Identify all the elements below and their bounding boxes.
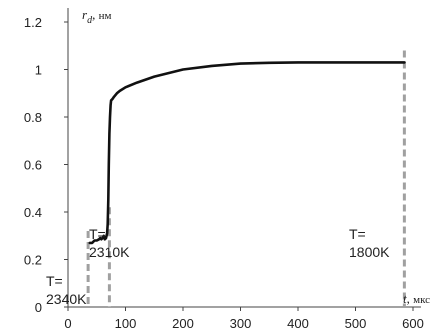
marker-lines	[86, 50, 406, 307]
y-tick-label: 0.4	[24, 205, 42, 220]
temperature-label-prefix: T=	[89, 226, 106, 242]
series	[88, 61, 406, 245]
y-tick-label: 0	[35, 300, 42, 315]
y-axis-unit: нм	[99, 10, 112, 22]
x-tick-label: 400	[287, 316, 309, 331]
y-tick-label: 0.8	[24, 110, 42, 125]
series-line	[88, 61, 406, 245]
x-axis-symbol: t	[403, 291, 407, 306]
labels: 0 100 200 300 400 500 600 0 0.2 0.4 0.6 0.8 1 1.2 rd, …	[24, 7, 430, 331]
temperature-label-prefix: T=	[349, 226, 366, 242]
y-axis-title: rd, нм	[82, 7, 111, 26]
x-tick-label: 200	[172, 316, 194, 331]
x-tick-label: 300	[230, 316, 252, 331]
temperature-label-value: 2340K	[46, 291, 87, 307]
y-axis-symbol: r	[82, 7, 88, 22]
y-tick-label: 0.6	[24, 158, 42, 173]
y-axis-comma: ,	[92, 7, 99, 22]
x-axis-comma: ,	[407, 291, 414, 306]
x-tick-label: 100	[115, 316, 137, 331]
temperature-label-value: 1800K	[349, 244, 390, 260]
y-tick-label: 1	[35, 63, 42, 78]
temperature-label-value: 2310K	[89, 244, 130, 260]
axes	[64, 8, 421, 311]
x-tick-label: 0	[64, 316, 71, 331]
x-tick-label: 500	[345, 316, 367, 331]
y-tick-label: 1.2	[24, 15, 42, 30]
x-axis-title: t, мкс	[403, 291, 430, 306]
temperature-label-prefix: T=	[46, 273, 63, 289]
x-axis-unit: мкс	[413, 294, 430, 306]
y-axis-subscript: d	[87, 15, 93, 26]
x-tick-label: 600	[402, 316, 424, 331]
y-tick-label: 0.2	[24, 253, 42, 268]
